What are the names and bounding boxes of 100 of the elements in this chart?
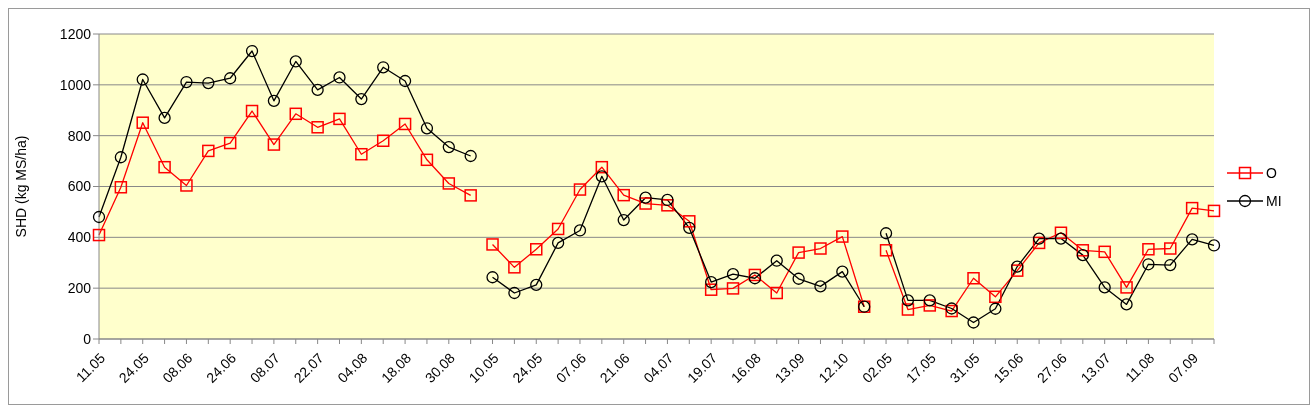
point bbox=[508, 286, 521, 300]
point bbox=[289, 55, 302, 68]
point bbox=[114, 181, 128, 194]
point bbox=[573, 183, 587, 196]
y-tick-label: 800 bbox=[67, 127, 92, 144]
point bbox=[770, 286, 783, 300]
point bbox=[1185, 201, 1199, 215]
point bbox=[879, 244, 893, 257]
y-axis-title: SHD (kg MS/ha) bbox=[12, 135, 29, 238]
point bbox=[245, 44, 259, 58]
point bbox=[1032, 232, 1046, 245]
point bbox=[202, 144, 215, 158]
point bbox=[1076, 244, 1090, 257]
point bbox=[136, 116, 149, 129]
point bbox=[792, 272, 805, 285]
point bbox=[333, 71, 346, 84]
point bbox=[1120, 281, 1133, 294]
point bbox=[289, 107, 303, 121]
point bbox=[311, 121, 324, 134]
point bbox=[770, 254, 783, 267]
point bbox=[1164, 242, 1177, 255]
point bbox=[836, 265, 849, 278]
point bbox=[595, 160, 609, 174]
point bbox=[748, 268, 762, 282]
point bbox=[683, 221, 696, 235]
point bbox=[92, 228, 106, 242]
point bbox=[1011, 260, 1024, 273]
point bbox=[114, 151, 128, 164]
point bbox=[901, 294, 915, 307]
point bbox=[1142, 243, 1155, 256]
point bbox=[333, 112, 346, 126]
point bbox=[573, 224, 587, 237]
point bbox=[639, 191, 652, 204]
point bbox=[683, 215, 696, 228]
point bbox=[595, 170, 608, 183]
point bbox=[923, 299, 937, 312]
point bbox=[376, 134, 390, 147]
point bbox=[136, 73, 149, 86]
point bbox=[967, 272, 980, 285]
point bbox=[464, 189, 477, 202]
point bbox=[420, 153, 434, 167]
point bbox=[442, 140, 455, 154]
point bbox=[223, 136, 237, 150]
point bbox=[814, 242, 827, 255]
point bbox=[355, 147, 368, 161]
point bbox=[1185, 233, 1199, 246]
point bbox=[989, 290, 1002, 304]
point bbox=[398, 117, 412, 131]
point bbox=[879, 227, 893, 240]
y-tick-label: 200 bbox=[67, 280, 92, 297]
point bbox=[224, 72, 237, 85]
point bbox=[1098, 281, 1111, 294]
point bbox=[530, 278, 543, 292]
point bbox=[705, 275, 718, 289]
legend-label: O bbox=[1266, 165, 1277, 181]
point bbox=[1076, 248, 1089, 262]
point bbox=[726, 268, 740, 281]
point bbox=[1207, 204, 1221, 218]
point bbox=[442, 177, 456, 190]
point bbox=[967, 316, 980, 329]
point bbox=[901, 303, 915, 316]
point bbox=[792, 246, 805, 259]
point bbox=[1054, 232, 1068, 245]
point bbox=[1164, 258, 1177, 272]
point bbox=[551, 236, 565, 250]
point bbox=[486, 238, 499, 251]
point bbox=[1142, 258, 1155, 271]
point bbox=[267, 94, 281, 107]
point bbox=[748, 272, 762, 285]
point bbox=[311, 83, 324, 97]
point bbox=[420, 122, 434, 135]
point bbox=[464, 149, 477, 163]
point bbox=[726, 282, 740, 295]
point bbox=[530, 243, 543, 256]
point bbox=[398, 74, 412, 88]
point bbox=[1010, 264, 1024, 277]
point bbox=[267, 138, 281, 151]
point bbox=[661, 199, 674, 212]
point bbox=[245, 104, 259, 118]
point bbox=[180, 75, 193, 89]
point bbox=[355, 92, 368, 106]
y-tick-label: 1000 bbox=[59, 76, 92, 93]
point bbox=[1054, 226, 1068, 240]
point bbox=[923, 294, 936, 307]
y-tick-label: 0 bbox=[83, 330, 92, 347]
point bbox=[814, 280, 827, 293]
point bbox=[617, 188, 630, 202]
point bbox=[551, 222, 565, 236]
point bbox=[92, 210, 106, 224]
point bbox=[180, 179, 193, 192]
y-tick-label: 400 bbox=[67, 229, 92, 246]
point bbox=[158, 111, 171, 125]
legend-label: MI bbox=[1266, 193, 1282, 209]
point bbox=[1098, 245, 1111, 259]
point bbox=[377, 61, 390, 74]
point bbox=[508, 261, 521, 274]
y-tick-label: 600 bbox=[67, 178, 92, 195]
point bbox=[1120, 298, 1133, 311]
point bbox=[989, 302, 1002, 315]
point bbox=[704, 283, 718, 296]
